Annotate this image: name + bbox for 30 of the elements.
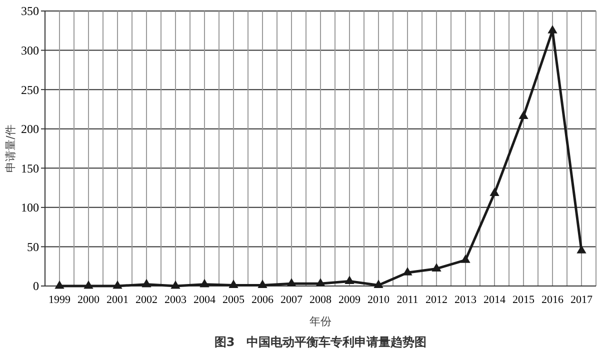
y-tick-label: 200 bbox=[21, 122, 39, 136]
x-tick-label: 2006 bbox=[252, 294, 274, 306]
x-tick-label: 2005 bbox=[222, 294, 245, 306]
x-tick-label: 2007 bbox=[280, 294, 303, 306]
y-tick-label: 50 bbox=[27, 240, 39, 254]
y-axis-title: 申请量/件 bbox=[4, 124, 17, 172]
x-tick-label: 2004 bbox=[194, 294, 216, 306]
x-tick-label: 2002 bbox=[136, 294, 158, 306]
x-tick-label: 1999 bbox=[48, 294, 71, 306]
x-tick-label: 2008 bbox=[310, 294, 332, 306]
y-tick-label: 150 bbox=[21, 161, 39, 176]
x-tick-label: 2000 bbox=[78, 294, 100, 306]
y-tick-label: 350 bbox=[21, 4, 39, 18]
x-tick-label: 2001 bbox=[106, 294, 128, 306]
x-tick-label: 2011 bbox=[396, 294, 418, 306]
x-tick-label: 2015 bbox=[512, 294, 535, 306]
x-tick-label: 2017 bbox=[570, 294, 593, 306]
y-tick-label: 300 bbox=[21, 43, 39, 58]
x-axis-title: 年份 bbox=[310, 315, 332, 328]
x-tick-label: 2010 bbox=[368, 294, 390, 306]
y-tick-label: 100 bbox=[21, 200, 39, 215]
y-tick-label: 0 bbox=[33, 279, 39, 294]
x-tick-label: 2016 bbox=[542, 294, 564, 306]
x-tick-label: 2003 bbox=[164, 294, 187, 306]
x-tick-label: 2014 bbox=[484, 294, 506, 306]
y-tick-label: 250 bbox=[21, 82, 39, 97]
x-tick-label: 2012 bbox=[426, 294, 448, 306]
text: 图3 中国电动平衡车专利申请量趋势图 bbox=[214, 335, 427, 349]
x-tick-label: 2009 bbox=[338, 294, 361, 306]
x-tick-label: 2013 bbox=[454, 294, 477, 306]
